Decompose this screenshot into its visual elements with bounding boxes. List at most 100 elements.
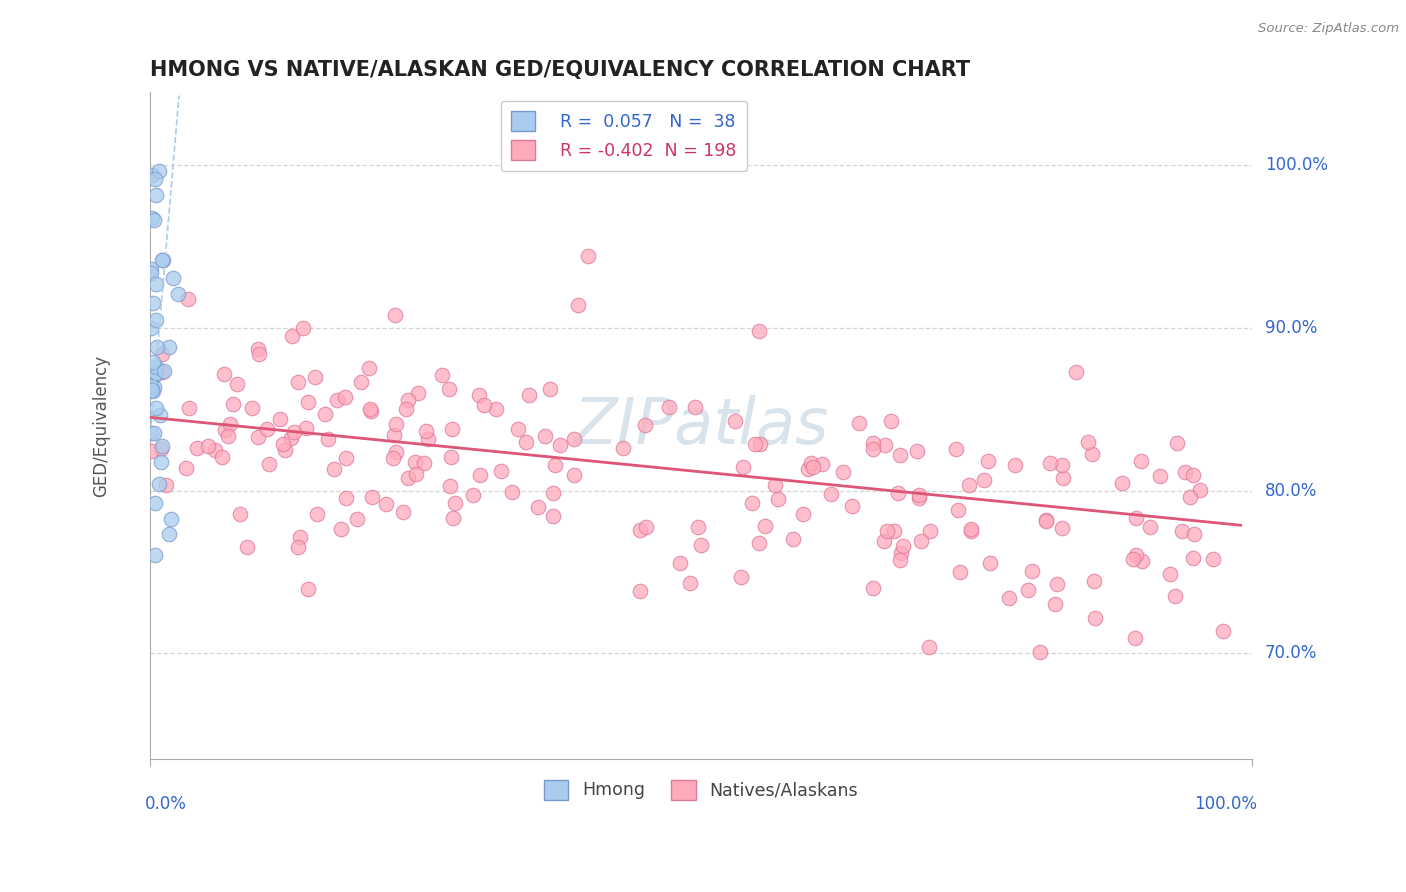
Point [329,522,352,536]
Point [444,496,467,510]
Point [1125,549,1147,563]
Point [731,460,754,475]
Point [973,474,995,488]
Point [325,393,347,408]
Point [1039,457,1062,471]
Point [246,342,269,356]
Point [392,505,415,519]
Point [1212,624,1234,638]
Point [145,366,167,380]
Point [768,491,790,506]
Point [314,407,336,421]
Point [357,360,380,375]
Point [382,428,405,442]
Point [540,382,562,396]
Point [139,262,162,277]
Point [441,422,464,436]
Point [1050,521,1073,535]
Point [139,320,162,334]
Point [1021,564,1043,578]
Point [748,324,770,338]
Point [157,527,180,541]
Point [441,511,464,525]
Point [214,423,236,437]
Point [226,376,249,391]
Text: HMONG VS NATIVE/ALASKAN GED/EQUIVALENCY CORRELATION CHART: HMONG VS NATIVE/ALASKAN GED/EQUIVALENCY … [150,60,970,79]
Point [297,395,319,409]
Point [1170,524,1192,539]
Point [211,450,233,464]
Point [890,545,912,559]
Point [634,418,657,433]
Point [146,340,169,354]
Point [889,553,911,567]
Point [157,340,180,354]
Point [240,401,263,416]
Point [562,467,585,482]
Point [741,496,763,510]
Point [917,640,939,655]
Point [543,458,565,473]
Point [918,524,941,538]
Point [876,524,898,538]
Point [678,576,700,591]
Point [744,436,766,450]
Point [1052,471,1074,485]
Point [1081,447,1104,461]
Point [287,540,309,554]
Text: GED/Equivalency: GED/Equivalency [91,354,110,497]
Point [290,530,312,544]
Point [396,392,419,407]
Point [405,467,427,482]
Point [142,355,165,369]
Point [1182,467,1205,482]
Point [1125,511,1147,525]
Point [297,582,319,596]
Point [292,321,315,335]
Point [562,432,585,446]
Point [143,172,166,186]
Point [247,347,270,361]
Point [273,437,295,451]
Point [527,500,550,515]
Point [1050,458,1073,473]
Point [1035,514,1057,528]
Point [485,402,508,417]
Point [283,425,305,440]
Point [145,312,167,326]
Point [214,367,236,381]
Point [1130,554,1153,568]
Point [685,400,707,414]
Point [880,414,903,428]
Point [152,253,174,268]
Point [463,488,485,502]
Point [1029,645,1052,659]
Point [217,429,239,443]
Point [186,441,208,455]
Point [873,534,896,549]
Point [304,369,326,384]
Point [406,386,429,401]
Point [229,508,252,522]
Point [686,520,709,534]
Text: 90.0%: 90.0% [1265,319,1317,337]
Point [142,213,165,227]
Point [946,503,969,517]
Point [910,534,932,549]
Point [439,479,461,493]
Point [145,187,167,202]
Point [305,507,328,521]
Point [832,465,855,479]
Point [800,456,823,470]
Point [730,570,752,584]
Point [384,445,406,459]
Point [150,455,173,469]
Point [162,271,184,285]
Point [1077,435,1099,450]
Point [153,364,176,378]
Point [346,512,368,526]
Point [1181,550,1204,565]
Text: Source: ZipAtlas.com: Source: ZipAtlas.com [1258,22,1399,36]
Point [841,499,863,513]
Text: 100.0%: 100.0% [1194,796,1257,814]
